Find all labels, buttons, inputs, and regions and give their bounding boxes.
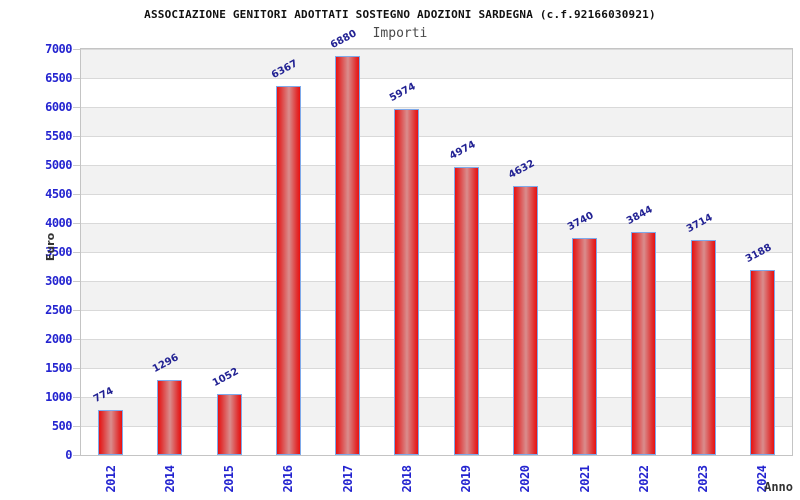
y-tick-mark (73, 165, 80, 166)
y-tick-label: 2500 (45, 303, 72, 317)
y-tick-mark (73, 49, 80, 50)
x-tick-label: 2022 (637, 465, 651, 493)
y-tick-label: 3000 (45, 274, 72, 288)
y-tick-mark (73, 223, 80, 224)
y-tick-mark (73, 455, 80, 456)
x-axis-title: Anno (764, 480, 793, 494)
y-tick-label: 6500 (45, 71, 72, 85)
y-tick-mark (73, 194, 80, 195)
x-tick-label: 2014 (163, 465, 177, 493)
chart-subtitle: Importi (372, 26, 428, 41)
y-tick-label: 1000 (45, 390, 72, 404)
x-tick-label: 2018 (400, 465, 414, 493)
y-tick-mark (73, 397, 80, 398)
x-tick-label: 2023 (696, 465, 710, 493)
y-tick-mark (73, 426, 80, 427)
y-tick-mark (73, 368, 80, 369)
y-tick-label: 500 (51, 419, 73, 433)
y-tick-mark (73, 310, 80, 311)
x-tick-label: 2016 (281, 465, 295, 493)
y-tick-label: 1500 (45, 361, 72, 375)
y-tick-mark (73, 107, 80, 108)
y-tick-label: 5500 (45, 129, 72, 143)
y-tick-mark (73, 78, 80, 79)
y-tick-mark (73, 136, 80, 137)
y-axis-title: Euro (44, 232, 57, 262)
y-tick-label: 2000 (45, 332, 72, 346)
x-tick-label: 2015 (222, 465, 236, 493)
x-tick-label: 2020 (518, 465, 532, 493)
y-tick-mark (73, 252, 80, 253)
x-tick-label: 2017 (341, 465, 355, 493)
y-tick-label: 7000 (45, 42, 72, 56)
y-tick-label: 5000 (45, 158, 72, 172)
plot-area (80, 48, 793, 456)
x-tick-label: 2021 (578, 465, 592, 493)
y-tick-label: 0 (65, 448, 72, 462)
x-tick-label: 2012 (104, 465, 118, 493)
y-tick-label: 6000 (45, 100, 72, 114)
y-tick-mark (73, 281, 80, 282)
chart-title: ASSOCIAZIONE GENITORI ADOTTATI SOSTEGNO … (144, 8, 656, 21)
x-tick-label: 2019 (459, 465, 473, 493)
y-tick-label: 4500 (45, 187, 72, 201)
y-tick-mark (73, 339, 80, 340)
